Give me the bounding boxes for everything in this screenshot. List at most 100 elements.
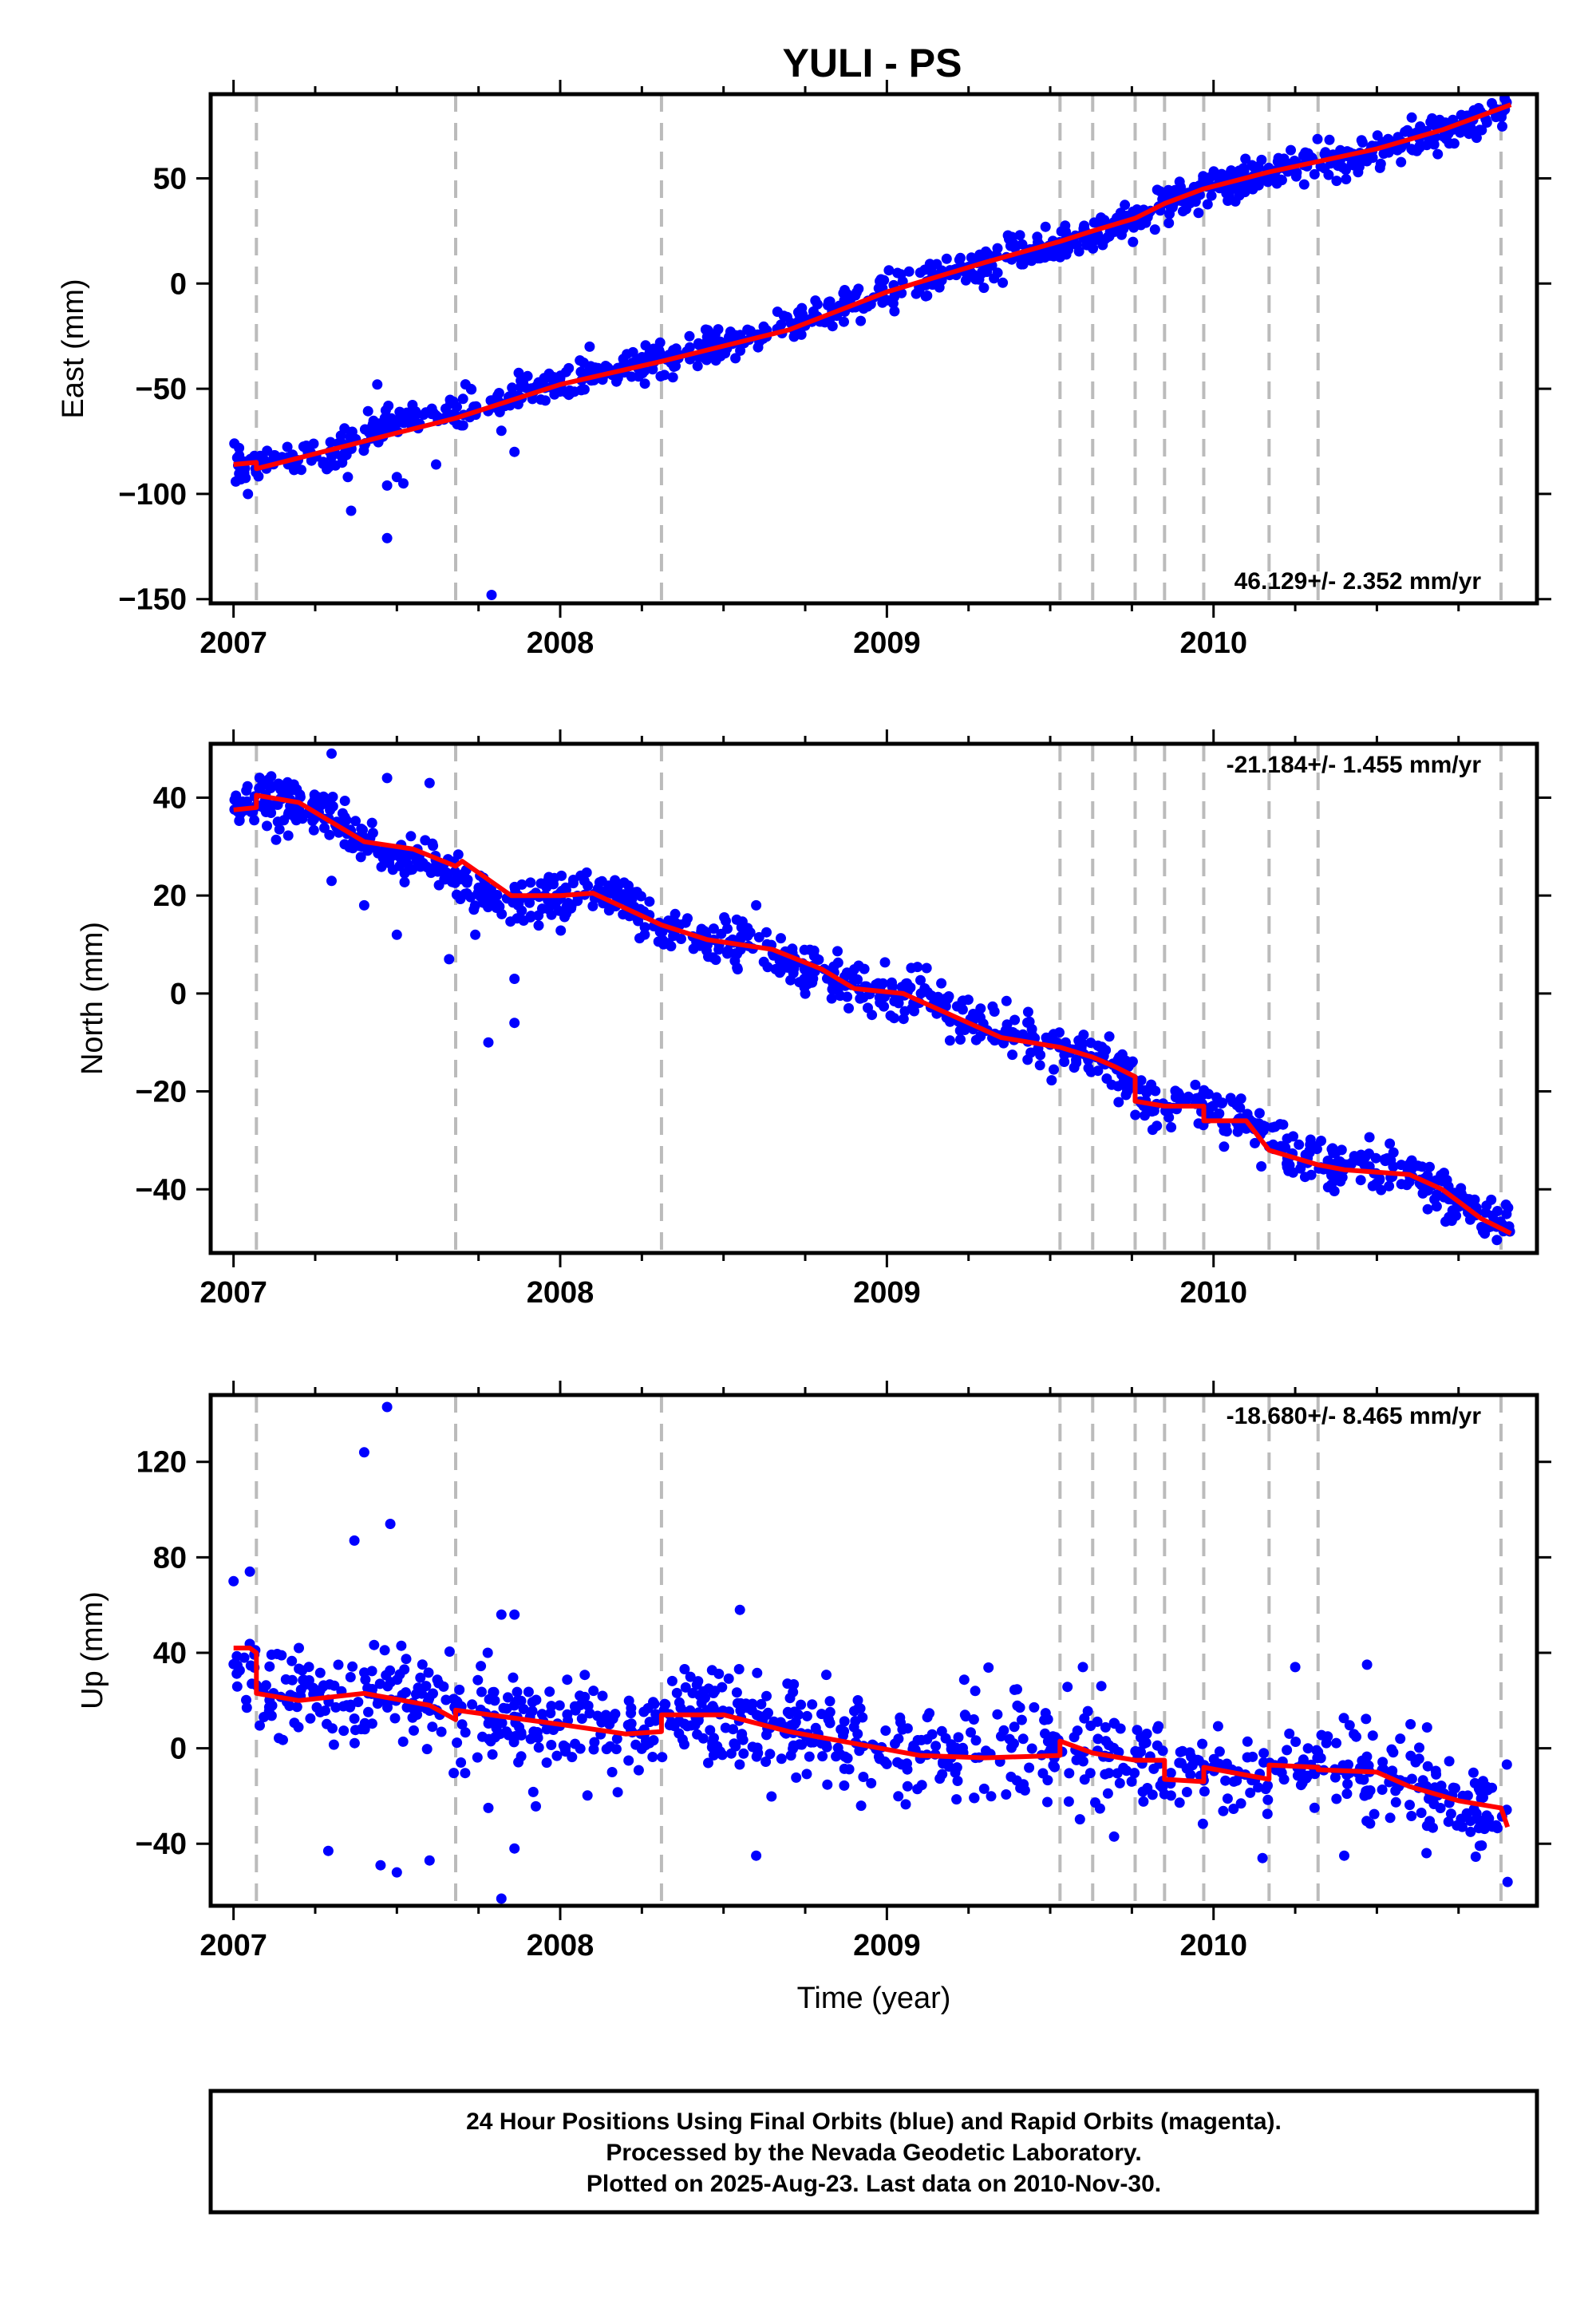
north-data-points [229, 748, 1515, 1246]
up-point [922, 1712, 933, 1723]
north-point [1416, 1161, 1428, 1172]
up-point [866, 1777, 877, 1788]
up-point [570, 1705, 581, 1716]
east-outlier-point [381, 532, 393, 543]
east-point [1240, 182, 1251, 193]
east-point [249, 450, 260, 461]
up-point [817, 1751, 828, 1762]
north-point [1326, 1170, 1337, 1181]
north-point [813, 954, 824, 965]
north-point [955, 1034, 966, 1045]
up-point [347, 1661, 358, 1672]
up-point [747, 1741, 758, 1753]
up-point [460, 1768, 471, 1779]
north-point [1049, 1064, 1059, 1075]
up-point [853, 1702, 864, 1713]
north-point [1076, 1042, 1087, 1053]
up-point [1450, 1783, 1460, 1794]
up-point [1181, 1787, 1192, 1797]
up-point [1476, 1840, 1487, 1851]
north-xtick-label: 2007 [200, 1276, 267, 1310]
east-point [1040, 221, 1051, 232]
east-point [569, 386, 580, 397]
north-point [274, 824, 285, 835]
up-point [725, 1748, 737, 1759]
north-point [355, 852, 366, 863]
up-point [1421, 1848, 1432, 1859]
north-point [594, 877, 605, 888]
up-point [733, 1664, 745, 1674]
north-rate-label: -21.184+/- 1.455 mm/yr [1227, 752, 1482, 778]
north-outlier-point [326, 748, 337, 759]
north-point [858, 992, 869, 1003]
north-point [905, 982, 916, 993]
up-point [707, 1701, 718, 1712]
north-point [807, 977, 818, 988]
east-point [1223, 170, 1234, 181]
east-point [380, 424, 391, 435]
up-point [385, 1665, 396, 1676]
east-point [974, 249, 986, 260]
east-point [1323, 169, 1334, 180]
up-point [345, 1701, 356, 1713]
up-point [644, 1717, 655, 1728]
north-point [449, 877, 460, 888]
up-point [255, 1720, 265, 1731]
up-point [1377, 1784, 1388, 1795]
north-point [936, 978, 947, 989]
east-point [229, 438, 240, 449]
up-point [723, 1673, 734, 1684]
east-point [889, 291, 899, 302]
east-outlier-point [342, 472, 354, 483]
north-point [1481, 1200, 1492, 1211]
up-point [633, 1765, 644, 1776]
up-point [448, 1694, 459, 1705]
up-point [241, 1702, 252, 1713]
up-outlier-point [1502, 1876, 1513, 1887]
east-point [788, 331, 800, 342]
north-point [339, 812, 350, 823]
north-point [428, 840, 439, 852]
up-point [286, 1674, 298, 1686]
east-point [1291, 167, 1302, 178]
up-point [1469, 1777, 1480, 1788]
north-point [339, 839, 350, 850]
north-point [376, 861, 387, 872]
north-point [1388, 1147, 1399, 1158]
east-point [1048, 251, 1059, 262]
east-point [1017, 239, 1028, 250]
east-point [659, 370, 670, 381]
up-point [698, 1686, 709, 1697]
north-model-line [233, 792, 1512, 1236]
east-point [1396, 156, 1407, 168]
north-point [1104, 1031, 1115, 1042]
up-point [492, 1729, 503, 1741]
north-point [968, 1009, 979, 1019]
up-point [1187, 1760, 1198, 1771]
north-point [737, 916, 748, 927]
north-point [670, 908, 681, 919]
east-outlier-point [496, 425, 507, 437]
east-point [1240, 153, 1251, 164]
up-point [1309, 1802, 1320, 1813]
up-point [1042, 1796, 1053, 1808]
north-point [533, 920, 544, 931]
up-point [1298, 1754, 1309, 1765]
up-point [610, 1709, 621, 1720]
north-point [229, 794, 240, 805]
up-point [1102, 1788, 1113, 1799]
east-point [1164, 208, 1175, 219]
up-point [720, 1722, 731, 1733]
up-point [1137, 1786, 1148, 1797]
east-point [1286, 144, 1296, 156]
east-point [1375, 158, 1386, 169]
up-outlier-point [294, 1642, 304, 1654]
up-point [1245, 1787, 1256, 1798]
north-point [1001, 995, 1012, 1006]
up-point [582, 1790, 593, 1801]
east-point [1149, 224, 1160, 235]
east-point [1033, 250, 1044, 261]
north-point [1219, 1125, 1230, 1136]
north-point [399, 876, 410, 887]
